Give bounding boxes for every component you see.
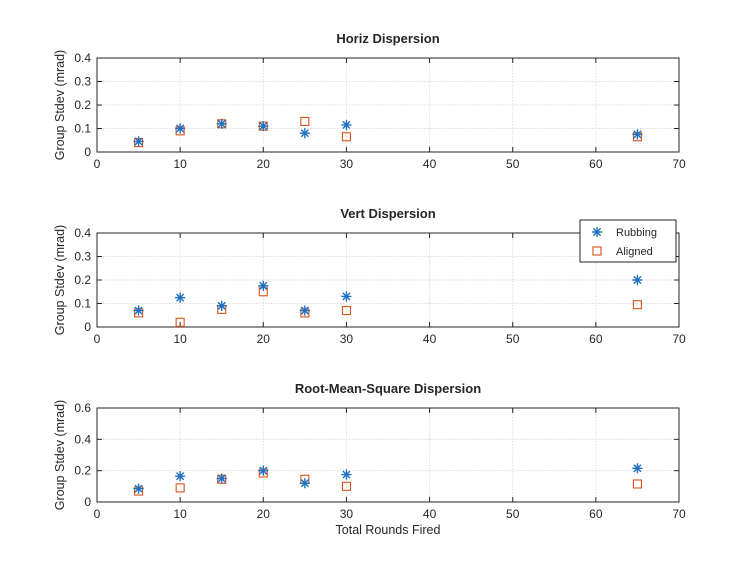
aligned-point: [300, 116, 310, 126]
rubbing-point: [632, 274, 643, 286]
legend-rubbing-marker: [591, 226, 603, 238]
y-tick-label: 0: [84, 495, 91, 509]
y-tick-label: 0.3: [74, 75, 91, 89]
rubbing-point: [216, 473, 227, 484]
y-axis-label: Group Stdev (mrad): [53, 50, 67, 160]
rubbing-point: [174, 123, 186, 134]
y-tick-label: 0.4: [74, 226, 91, 240]
axes-frame: [96, 407, 680, 503]
x-tick-label: 70: [672, 507, 686, 521]
rubbing-point: [299, 478, 311, 489]
rubbing-point: [299, 127, 311, 139]
rubbing-point: [133, 483, 144, 494]
rubbing-point: [216, 300, 227, 312]
legend-label: Aligned: [616, 246, 653, 258]
x-tick-label: 10: [173, 332, 187, 346]
legend-aligned-marker: [592, 246, 602, 256]
horiz-dispersion-plot: 0.4 0.3 0.2 0.1 0 70 60 50 40 30 20 10 0 Horiz Disper…: [53, 31, 686, 171]
rubbing-point: [299, 305, 311, 316]
chart-title: Horiz Dispersion: [336, 31, 439, 46]
x-tick-label: 40: [423, 157, 437, 171]
x-tick-label: 60: [589, 157, 603, 171]
y-axis-label: Group Stdev (mrad): [53, 225, 67, 335]
y-tick-label: 0.2: [74, 98, 91, 112]
x-tick-label: 0: [94, 157, 101, 171]
aligned-point: [632, 300, 642, 310]
y-tick-label: 0.3: [74, 250, 91, 264]
x-tick-label: 10: [173, 507, 187, 521]
rubbing-point: [133, 136, 144, 147]
x-tick-label: 60: [589, 332, 603, 346]
y-tick-label: 0.4: [74, 51, 91, 65]
x-tick-label: 20: [257, 507, 271, 521]
aligned-point: [341, 132, 351, 142]
rubbing-point: [632, 463, 643, 474]
x-tick-label: 0: [94, 507, 101, 521]
x-tick-label: 30: [340, 157, 354, 171]
y-tick-label: 0.2: [74, 464, 91, 478]
chart-title: Root-Mean-Square Dispersion: [295, 381, 481, 396]
chart-title: Vert Dispersion: [340, 206, 435, 221]
x-tick-label: 50: [506, 157, 520, 171]
x-tick-label: 70: [672, 332, 686, 346]
legend: Rubbing Aligned: [579, 219, 677, 263]
y-tick-label: 0.2: [74, 273, 91, 287]
rubbing-point: [258, 120, 269, 132]
x-tick-label: 40: [423, 332, 437, 346]
x-tick-label: 70: [672, 157, 686, 171]
x-tick-label: 50: [506, 507, 520, 521]
rubbing-point: [133, 305, 144, 316]
x-tick-label: 30: [340, 332, 354, 346]
rubbing-point: [632, 129, 643, 140]
aligned-point: [341, 305, 351, 316]
y-axis-label: Group Stdev (mrad): [53, 400, 67, 510]
vert-dispersion-plot: 0.4 0.3 0.2 0.1 0 70 60 50 40 30 20 10 0 Vert Dispers…: [53, 206, 686, 346]
rubbing-point: [341, 119, 352, 131]
y-tick-label: 0: [84, 145, 91, 159]
rubbing-point: [174, 470, 186, 482]
x-tick-label: 20: [257, 332, 271, 346]
rubbing-point: [174, 292, 186, 303]
aligned-point: [175, 317, 185, 327]
rubbing-point: [341, 469, 352, 480]
x-tick-label: 10: [173, 157, 187, 171]
rubbing-point: [258, 465, 269, 476]
rubbing-point: [341, 291, 352, 302]
y-tick-label: 0.4: [74, 432, 91, 446]
rubbing-point: [258, 280, 269, 292]
x-tick-label: 0: [94, 332, 101, 346]
y-tick-label: 0.6: [74, 401, 91, 415]
y-tick-label: 0.1: [74, 297, 91, 311]
legend-label: Rubbing: [616, 227, 657, 239]
x-axis-label: Total Rounds Fired: [336, 523, 441, 537]
aligned-point: [175, 483, 185, 493]
x-tick-label: 40: [423, 507, 437, 521]
y-tick-label: 0: [84, 320, 91, 334]
aligned-point: [632, 479, 642, 489]
x-tick-label: 60: [589, 507, 603, 521]
rms-dispersion-plot: 0.6 0.4 0.2 0 70 60 50 40 30 20 10 0 Root-Mean-Squar…: [53, 381, 686, 537]
aligned-point: [341, 481, 351, 491]
x-tick-label: 30: [340, 507, 354, 521]
plot-area: [97, 408, 679, 502]
y-tick-label: 0.1: [74, 122, 91, 136]
x-tick-label: 20: [257, 157, 271, 171]
rubbing-point: [216, 118, 227, 130]
x-tick-label: 50: [506, 332, 520, 346]
